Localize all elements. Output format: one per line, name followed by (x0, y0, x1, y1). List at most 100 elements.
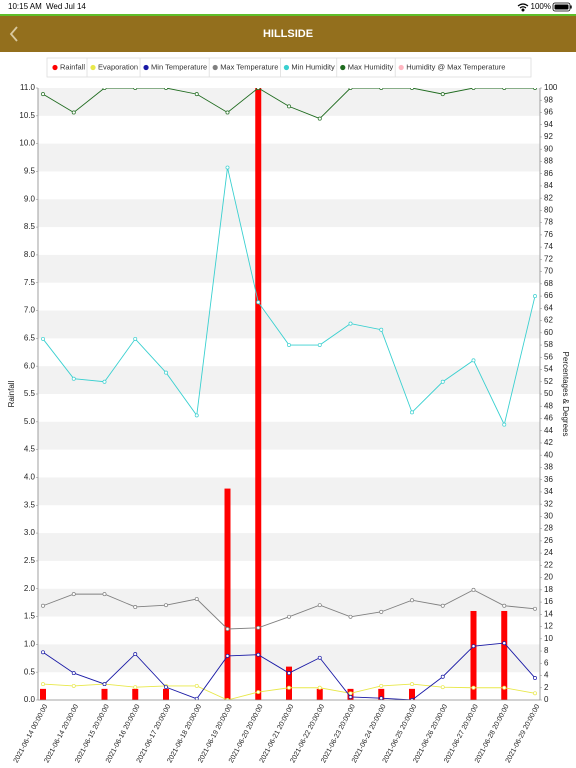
series-point (256, 652, 261, 657)
series-point (440, 92, 445, 97)
y2-tick-label: 68 (544, 279, 553, 288)
series-point (225, 653, 230, 658)
series-point (133, 605, 138, 609)
grid-band (38, 254, 540, 283)
y-tick-label: 4.5 (24, 445, 36, 454)
legend-label[interactable]: Evaporation (98, 62, 138, 71)
x-tick-label: 2021-06-17 20:00:00 (136, 703, 173, 764)
y2-tick-label: 90 (544, 144, 553, 153)
series-point (225, 165, 230, 170)
series-point (287, 343, 291, 347)
series-point (471, 88, 476, 90)
grid-band (38, 88, 540, 116)
y2-tick-label: 64 (544, 303, 553, 312)
series-point (102, 682, 107, 687)
series-point (317, 655, 322, 660)
legend-label[interactable]: Min Humidity (291, 62, 335, 71)
series-point (379, 683, 384, 688)
bar (470, 610, 477, 700)
header-title: HILLSIDE (263, 28, 313, 40)
series-point (348, 694, 353, 699)
series-point (164, 370, 168, 375)
series-point (102, 592, 107, 597)
y2-tick-label: 56 (544, 352, 553, 361)
y-tick-label: 7.5 (24, 278, 36, 287)
y2-tick-label: 4 (544, 671, 549, 680)
grid-band (38, 366, 540, 394)
y2-tick-label: 26 (544, 536, 553, 545)
y2-tick-label: 66 (544, 291, 553, 300)
plot (40, 88, 537, 700)
y2-tick-label: 84 (544, 181, 553, 190)
grid-band (38, 588, 540, 617)
legend-label[interactable]: Max Humidity (348, 62, 394, 71)
series-point (71, 592, 76, 597)
x-tick-label: 2021-06-26 20:00:00 (412, 703, 449, 764)
legend-label[interactable]: Humidity @ Max Temperature (406, 62, 505, 71)
series-point (317, 116, 322, 121)
legend-swatch (340, 64, 346, 71)
series-point (102, 88, 107, 90)
header (0, 16, 576, 52)
legend-swatch (52, 64, 58, 71)
series-point (133, 685, 138, 690)
series-point (533, 88, 537, 90)
series-point (194, 696, 199, 700)
series-point (533, 606, 537, 611)
series-point (410, 598, 414, 603)
y-tick-label: 4.0 (24, 473, 36, 482)
y2-tick-label: 58 (544, 340, 553, 349)
y2-tick-label: 70 (544, 267, 553, 276)
x-tick-label: 2021-06-23 20:00:00 (320, 703, 357, 764)
bar (224, 488, 231, 700)
y-tick-label: 10.0 (19, 139, 35, 148)
y2-tick-label: 82 (544, 193, 553, 202)
back-button[interactable] (9, 26, 18, 42)
series-point (41, 92, 45, 97)
grid-band (38, 421, 540, 450)
y2-tick-label: 10 (544, 634, 553, 643)
x-tick-label: 2021-06-25 20:00:00 (382, 703, 419, 764)
series-point (410, 682, 414, 687)
legend-label[interactable]: Rainfall (60, 62, 85, 71)
y-tick-label: 8.0 (24, 250, 36, 259)
y-tick-label: 5.0 (24, 417, 36, 426)
legend-items: Rainfall Evaporation Min Temperature Max Te… (52, 58, 505, 77)
y2-tick-label: 98 (544, 95, 553, 104)
x-tick-label: 2021-06-20 20:00:00 (228, 703, 265, 764)
status-time: 10:15 AM (8, 2, 42, 11)
y2-tick-label: 18 (544, 585, 553, 594)
legend-label[interactable]: Max Temperature (220, 62, 278, 71)
series-point (41, 650, 45, 655)
wifi-icon (517, 3, 529, 12)
series-point (256, 625, 261, 630)
series-point (379, 696, 384, 700)
bar (378, 688, 385, 700)
y-tick-label: 6.0 (24, 361, 36, 370)
series-point (471, 587, 476, 592)
y2-tick-label: 0 (544, 695, 549, 704)
series-point (502, 603, 507, 608)
y-tick-label: 2.0 (24, 584, 36, 593)
y-tick-label: 3.0 (24, 528, 36, 537)
y2-tick-label: 12 (544, 622, 553, 631)
bar (40, 688, 46, 700)
series-point (194, 683, 199, 688)
legend-label[interactable]: Min Temperature (151, 62, 207, 71)
x-tick-label: 2021-06-14 20:00:00 (43, 703, 80, 764)
legend-swatch (398, 64, 404, 71)
status-date: Wed Jul 14 (46, 2, 86, 11)
series-point (440, 685, 445, 690)
series-point (194, 413, 199, 418)
series-point (502, 88, 507, 90)
y2-tick-label: 74 (544, 242, 553, 251)
legend-swatch (90, 64, 96, 71)
series-point (164, 603, 168, 608)
y2-tick-label: 28 (544, 524, 553, 533)
y2-tick-label: 2 (544, 683, 549, 692)
y2-tick-label: 32 (544, 499, 553, 508)
y-tick-label: 1.0 (24, 639, 36, 648)
series-point (533, 676, 537, 680)
series-point (41, 336, 45, 341)
